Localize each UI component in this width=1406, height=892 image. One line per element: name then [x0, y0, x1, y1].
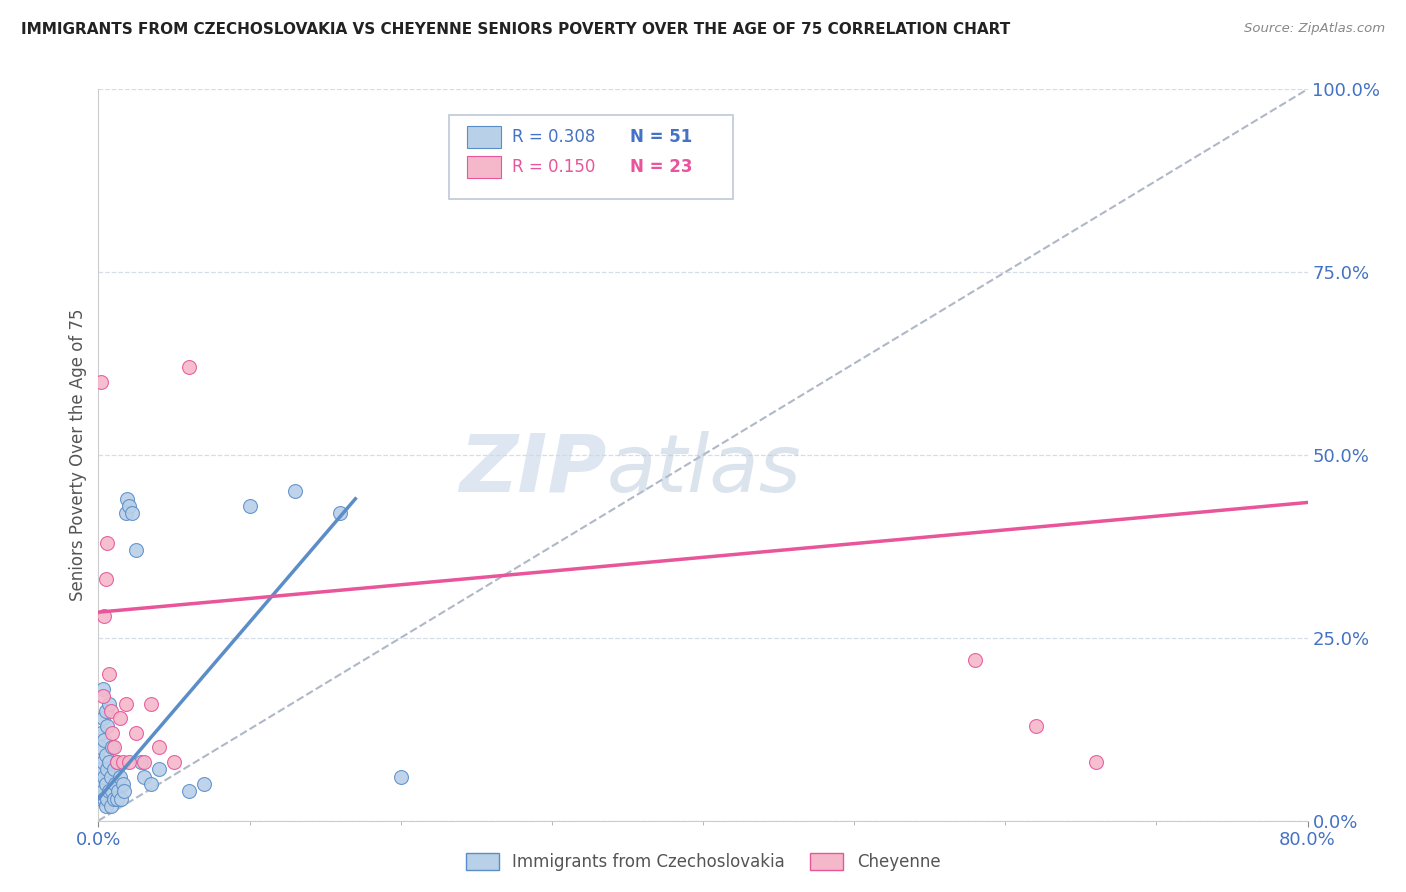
- Point: [108, 711, 131, 725]
- Point: [103, 740, 125, 755]
- Point: [389, 770, 412, 784]
- Point: [94, 777, 117, 791]
- FancyBboxPatch shape: [449, 115, 734, 199]
- Point: [96, 763, 118, 777]
- Point: [115, 491, 138, 506]
- Point: [132, 770, 155, 784]
- Point: [94, 799, 117, 814]
- Point: [125, 726, 148, 740]
- FancyBboxPatch shape: [467, 156, 501, 178]
- Point: [111, 755, 134, 769]
- Point: [90, 726, 112, 740]
- Point: [329, 507, 352, 521]
- Point: [163, 755, 186, 769]
- Point: [100, 704, 122, 718]
- Point: [91, 681, 114, 696]
- Point: [118, 755, 141, 769]
- Point: [94, 704, 117, 718]
- Point: [105, 755, 128, 769]
- Point: [103, 791, 125, 805]
- Text: IMMIGRANTS FROM CZECHOSLOVAKIA VS CHEYENNE SENIORS POVERTY OVER THE AGE OF 75 CO: IMMIGRANTS FROM CZECHOSLOVAKIA VS CHEYEN…: [21, 22, 1011, 37]
- Point: [89, 777, 111, 791]
- Point: [105, 755, 128, 769]
- Point: [1085, 755, 1108, 769]
- Text: R = 0.308: R = 0.308: [512, 128, 595, 145]
- Point: [101, 740, 124, 755]
- Point: [141, 697, 163, 711]
- Point: [110, 791, 132, 805]
- Legend: Immigrants from Czechoslovakia, Cheyenne: Immigrants from Czechoslovakia, Cheyenne: [458, 847, 948, 878]
- Point: [132, 755, 155, 769]
- Point: [118, 499, 141, 513]
- Text: atlas: atlas: [606, 431, 801, 508]
- Point: [114, 697, 136, 711]
- Point: [284, 484, 307, 499]
- Point: [96, 718, 118, 732]
- Point: [179, 784, 201, 798]
- Point: [90, 763, 112, 777]
- Text: Source: ZipAtlas.com: Source: ZipAtlas.com: [1244, 22, 1385, 36]
- Point: [96, 535, 118, 549]
- Point: [93, 791, 115, 805]
- Point: [141, 777, 163, 791]
- Point: [111, 777, 134, 791]
- Point: [91, 690, 114, 704]
- Point: [98, 784, 121, 798]
- Y-axis label: Seniors Poverty Over the Age of 75: Seniors Poverty Over the Age of 75: [69, 309, 87, 601]
- Point: [93, 770, 115, 784]
- Point: [965, 653, 987, 667]
- Point: [94, 572, 117, 586]
- Point: [112, 784, 135, 798]
- Point: [148, 763, 170, 777]
- Point: [91, 755, 114, 769]
- Point: [105, 791, 128, 805]
- Point: [107, 784, 129, 798]
- Text: R = 0.150: R = 0.150: [512, 159, 595, 177]
- Point: [121, 507, 143, 521]
- Point: [93, 608, 115, 623]
- Text: ZIP: ZIP: [458, 431, 606, 508]
- FancyBboxPatch shape: [467, 126, 501, 148]
- Point: [179, 360, 201, 375]
- Point: [148, 740, 170, 755]
- Point: [104, 777, 127, 791]
- Point: [103, 763, 125, 777]
- Point: [96, 791, 118, 805]
- Point: [90, 375, 112, 389]
- Point: [101, 726, 124, 740]
- Point: [98, 697, 121, 711]
- Point: [89, 740, 111, 755]
- Point: [129, 755, 152, 769]
- Point: [100, 799, 122, 814]
- Point: [98, 755, 121, 769]
- Point: [108, 770, 131, 784]
- Point: [193, 777, 215, 791]
- Point: [125, 543, 148, 558]
- Text: N = 23: N = 23: [630, 159, 693, 177]
- Point: [114, 507, 136, 521]
- Point: [91, 784, 114, 798]
- Point: [1024, 718, 1046, 732]
- Point: [239, 499, 262, 513]
- Point: [101, 784, 124, 798]
- Point: [90, 791, 112, 805]
- Point: [91, 711, 114, 725]
- Point: [94, 747, 117, 762]
- Point: [98, 667, 121, 681]
- Text: N = 51: N = 51: [630, 128, 693, 145]
- Point: [100, 770, 122, 784]
- Point: [93, 733, 115, 747]
